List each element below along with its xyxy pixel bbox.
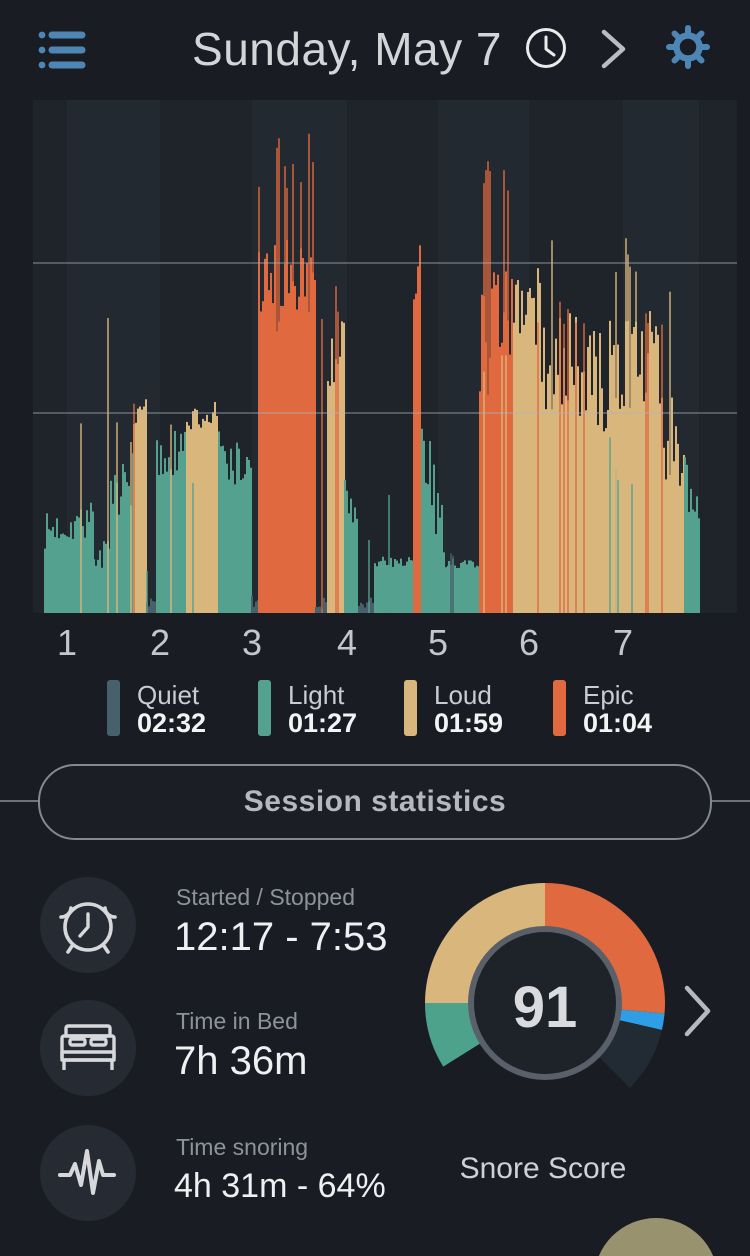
session-statistics-button[interactable]: Session statistics <box>38 764 712 840</box>
epic-swatch <box>553 680 566 736</box>
started-stopped-label: Started / Stopped <box>176 884 356 910</box>
svg-text:6: 6 <box>519 622 539 663</box>
legend-label: Epic <box>583 680 634 710</box>
svg-text:3: 3 <box>242 622 262 663</box>
snore-score-value: 91 <box>512 975 578 1040</box>
time-snoring-value: 4h 31m - 64% <box>174 1167 386 1205</box>
svg-text:7: 7 <box>613 622 633 663</box>
quiet-swatch <box>107 680 120 736</box>
legend-label: Quiet <box>137 680 200 710</box>
divider-left <box>0 800 38 802</box>
time-in-bed-icon-circle <box>40 1000 136 1096</box>
chart-legend: Quiet 02:32 Light 01:27 Loud 01:59 Epic … <box>0 680 750 752</box>
svg-text:5: 5 <box>428 622 448 663</box>
chevron-right-icon <box>601 29 626 69</box>
started-stopped-value: 12:17 - 7:53 <box>174 915 388 959</box>
snore-score-details-button[interactable] <box>680 982 714 1040</box>
legend-time: 01:27 <box>288 708 358 738</box>
history-clock-button[interactable] <box>524 26 568 70</box>
page-title-text: Sunday, May 7 <box>192 23 502 75</box>
chevron-right-icon <box>684 985 711 1037</box>
legend-item-light: Light 01:27 <box>258 680 357 738</box>
gear-icon <box>666 25 710 69</box>
svg-text:1: 1 <box>57 622 77 663</box>
legend-label: Light <box>288 680 345 710</box>
session-statistics-row: Session statistics <box>0 764 750 840</box>
next-day-button[interactable] <box>596 28 632 70</box>
settings-button[interactable] <box>664 22 712 72</box>
legend-item-loud: Loud 01:59 <box>404 680 503 738</box>
time-in-bed-value: 7h 36m <box>174 1039 308 1083</box>
snore-score-label: Snore Score <box>459 1152 627 1185</box>
session-statistics-label: Session statistics <box>243 785 507 818</box>
page-title: Sunday, May 7 <box>0 22 750 76</box>
clock-icon <box>526 28 566 68</box>
legend-time: 02:32 <box>137 708 207 738</box>
time-snoring-label: Time snoring <box>176 1134 309 1160</box>
gauge-arc <box>425 883 665 1088</box>
legend-item-quiet: Quiet 02:32 <box>107 680 206 738</box>
snore-intensity-chart: 1 2 3 4 5 6 7 <box>33 100 737 663</box>
legend-item-epic: Epic 01:04 <box>553 680 652 738</box>
loud-swatch <box>404 680 417 736</box>
svg-text:4: 4 <box>337 622 357 663</box>
legend-time: 01:04 <box>583 708 653 738</box>
started-stopped-icon-circle <box>40 877 136 973</box>
time-snoring-icon-circle <box>40 1125 136 1221</box>
time-in-bed-label: Time in Bed <box>176 1008 298 1034</box>
list-icon <box>38 31 86 69</box>
mood-circle[interactable] <box>594 1218 718 1256</box>
legend-time: 01:59 <box>434 708 504 738</box>
legend-label: Loud <box>434 680 492 710</box>
header-bar: Sunday, May 7 <box>0 0 750 96</box>
alarm-clock-icon <box>59 902 117 954</box>
waveform-icon <box>58 1149 116 1195</box>
snore-score-gauge: 91 <box>420 878 670 1128</box>
divider-right <box>710 800 750 802</box>
light-swatch <box>258 680 271 736</box>
bed-icon <box>60 1024 116 1070</box>
session-list-button[interactable] <box>36 26 88 74</box>
svg-text:2: 2 <box>150 622 170 663</box>
